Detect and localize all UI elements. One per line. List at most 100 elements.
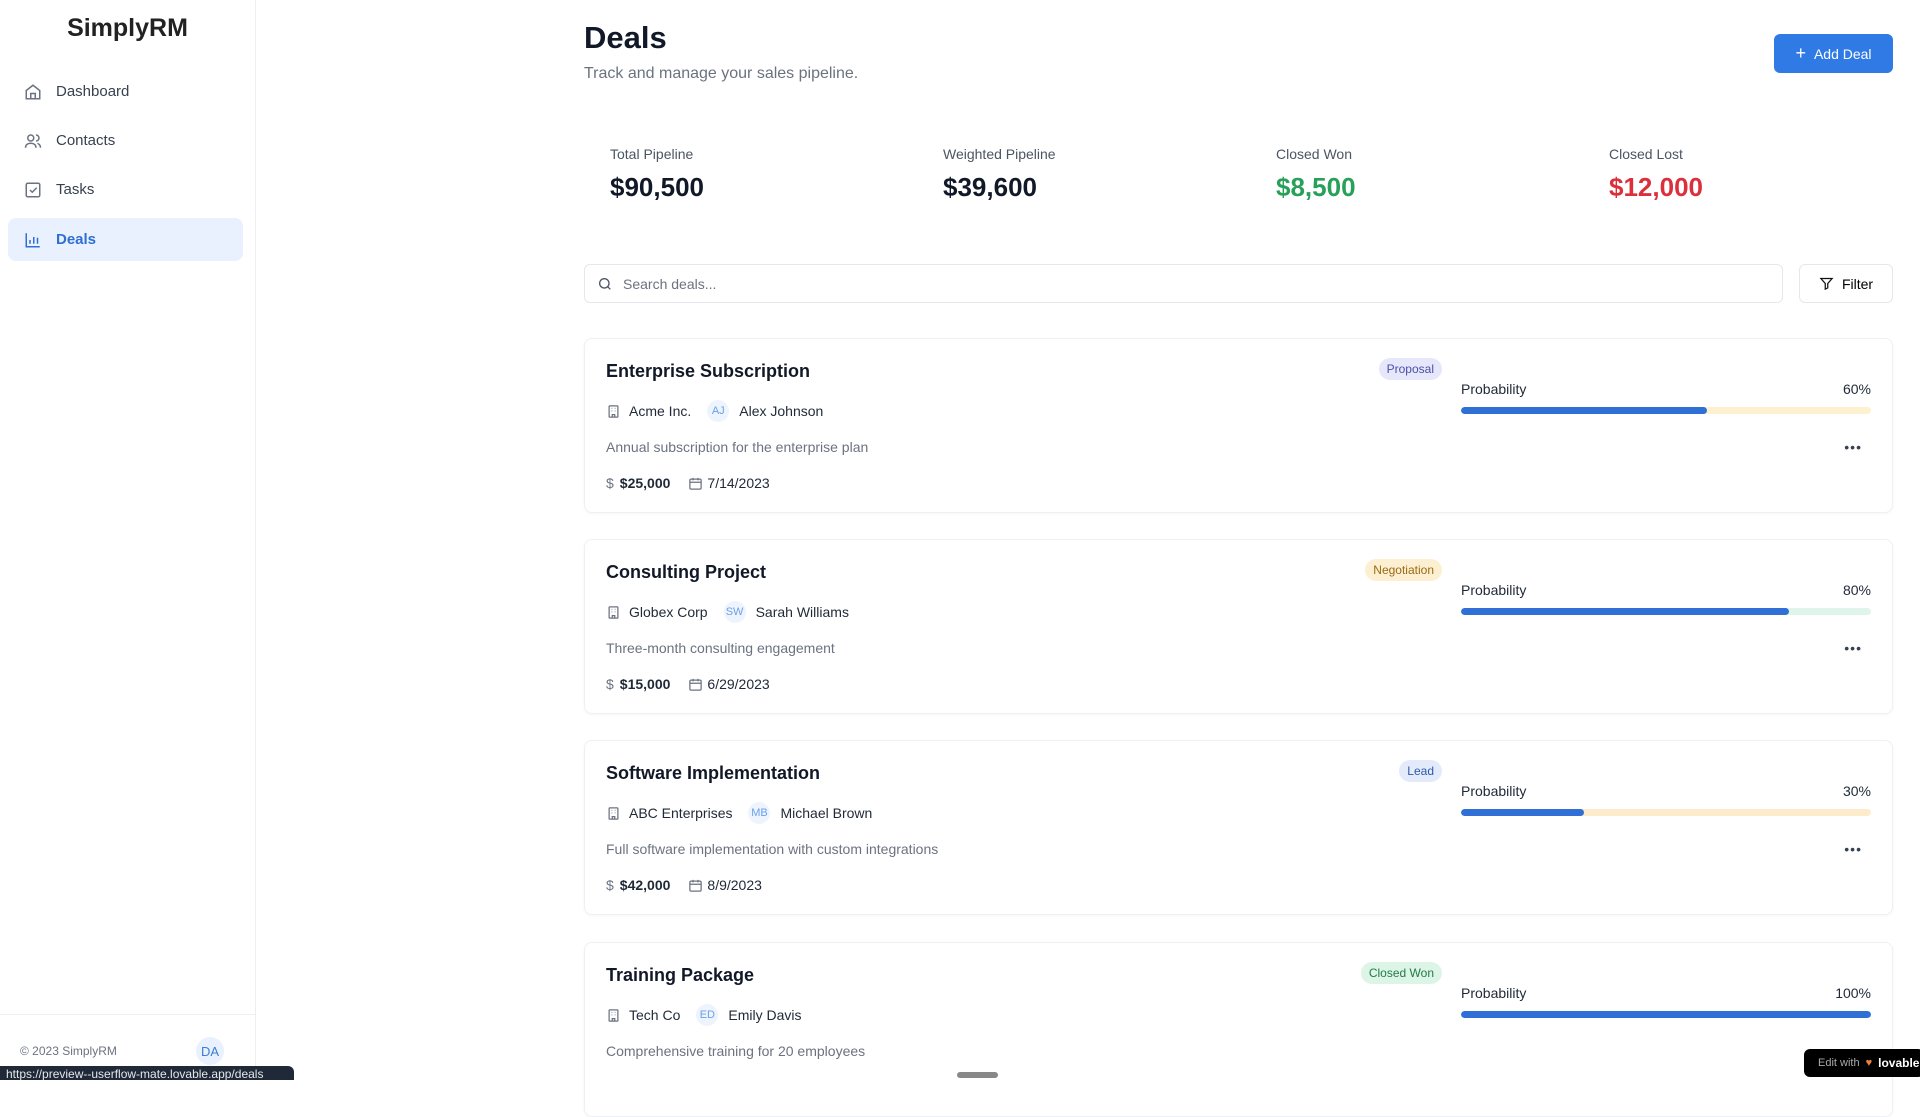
deal-date: 8/9/2023	[707, 877, 762, 893]
probability-label: Probability	[1461, 582, 1527, 598]
probability-section: Probability 80%	[1461, 582, 1871, 615]
probability-section: Probability 60%	[1461, 381, 1871, 414]
stat-card: Weighted Pipeline $39,600	[943, 146, 1056, 203]
stat-value: $12,000	[1609, 172, 1703, 202]
deal-card[interactable]: Consulting Project Negotiation Globex Co…	[584, 539, 1893, 714]
contact-avatar: SW	[723, 601, 746, 623]
sidebar-item-deals[interactable]: Deals	[8, 218, 243, 261]
add-deal-label: Add Deal	[1813, 45, 1872, 62]
app-logo: SimplyRM	[67, 14, 188, 42]
search-icon	[599, 277, 611, 290]
page-subtitle: Track and manage your sales pipeline.	[584, 65, 859, 82]
contact-avatar: ED	[696, 1004, 719, 1026]
company-name: Acme Inc.	[629, 403, 692, 419]
sidebar-item-tasks[interactable]: Tasks	[8, 168, 243, 211]
deal-amount: $25,000	[619, 475, 671, 491]
sidebar-item-dashboard[interactable]: Dashboard	[8, 70, 243, 113]
probability-value: 60%	[1842, 381, 1871, 397]
building-icon	[608, 605, 619, 619]
probability-label: Probability	[1461, 985, 1527, 1001]
stage-badge: Lead	[1399, 760, 1442, 782]
calendar-icon	[689, 879, 703, 892]
dollar-icon: $	[606, 676, 614, 692]
bar-chart-icon	[25, 232, 40, 247]
building-icon	[608, 404, 619, 418]
deal-date: 6/29/2023	[707, 676, 770, 692]
probability-fill	[1461, 1011, 1871, 1018]
calendar-icon	[689, 477, 703, 490]
stat-card: Closed Won $8,500	[1276, 146, 1356, 203]
scroll-handle[interactable]	[957, 1072, 998, 1078]
building-icon	[608, 806, 619, 820]
contact-name: Sarah Williams	[755, 604, 849, 620]
deal-title: Training Package	[606, 965, 755, 985]
edit-with-lovable-badge[interactable]: Edit with ♥ lovable	[1804, 1049, 1920, 1077]
deal-card[interactable]: Training Package Closed Won Tech Co ED Emi…	[584, 942, 1893, 1117]
stage-badge: Proposal	[1378, 358, 1442, 380]
page-title: Deals	[584, 20, 667, 55]
stat-label: Closed Won	[1276, 146, 1353, 162]
users-icon	[24, 133, 42, 148]
contact-avatar: MB	[748, 802, 771, 824]
probability-bar	[1461, 809, 1871, 816]
more-options-icon[interactable]: •••	[1844, 841, 1862, 857]
stat-value: $39,600	[943, 172, 1037, 202]
probability-value: 80%	[1842, 582, 1871, 598]
more-options-icon[interactable]: •••	[1844, 439, 1862, 455]
heart-icon: ♥	[1865, 1057, 1873, 1069]
probability-fill	[1461, 608, 1789, 615]
contact-avatar: AJ	[707, 400, 730, 422]
stat-card: Closed Lost $12,000	[1609, 146, 1703, 203]
deal-date: 7/14/2023	[707, 475, 770, 491]
deal-title: Software Implementation	[606, 763, 821, 783]
sidebar-item-label: Dashboard	[56, 83, 130, 100]
user-avatar[interactable]: DA	[196, 1037, 224, 1065]
add-deal-button[interactable]: + Add Deal	[1774, 34, 1893, 73]
deal-description: Annual subscription for the enterprise p…	[606, 439, 869, 455]
stat-label: Total Pipeline	[610, 146, 694, 162]
deal-card[interactable]: Enterprise Subscription Proposal Acme In…	[584, 338, 1893, 513]
contact-name: Michael Brown	[780, 805, 873, 821]
stage-badge: Closed Won	[1360, 962, 1442, 984]
contact-name: Emily Davis	[728, 1007, 802, 1023]
stat-value: $8,500	[1276, 172, 1356, 202]
probability-label: Probability	[1461, 783, 1527, 799]
probability-bar	[1461, 608, 1871, 615]
company-name: Tech Co	[629, 1007, 681, 1023]
stat-label: Weighted Pipeline	[943, 146, 1056, 162]
deal-card[interactable]: Software Implementation Lead ABC Enterpr…	[584, 740, 1893, 915]
sidebar-footer: © 2023 SimplyRM DA	[0, 1014, 256, 1080]
probability-value: 100%	[1835, 985, 1871, 1001]
deal-title: Enterprise Subscription	[606, 361, 811, 381]
probability-section: Probability 100%	[1461, 985, 1871, 1018]
probability-label: Probability	[1461, 381, 1527, 397]
probability-bar	[1461, 407, 1871, 414]
stat-label: Closed Lost	[1609, 146, 1683, 162]
badge-brand: lovable	[1878, 1056, 1920, 1070]
filter-icon	[1819, 277, 1834, 291]
probability-fill	[1461, 809, 1584, 816]
calendar-icon	[689, 678, 703, 691]
probability-bar	[1461, 1011, 1871, 1018]
building-icon	[608, 1008, 619, 1022]
deal-amount: $42,000	[619, 877, 671, 893]
sidebar: SimplyRM Dashboard Contacts Tasks Deals …	[0, 0, 256, 1080]
probability-fill	[1461, 407, 1707, 414]
dollar-icon: $	[606, 877, 614, 893]
copyright: © 2023 SimplyRM	[20, 1044, 117, 1058]
home-icon	[25, 83, 41, 99]
check-square-icon	[25, 182, 41, 197]
filter-label: Filter	[1841, 275, 1874, 292]
search-input[interactable]	[623, 275, 1690, 292]
filter-button[interactable]: Filter	[1799, 264, 1893, 303]
more-options-icon[interactable]: •••	[1844, 640, 1862, 656]
deal-title: Consulting Project	[606, 562, 767, 582]
deal-description: Comprehensive training for 20 employees	[606, 1043, 866, 1059]
deal-amount: $15,000	[619, 676, 671, 692]
contact-name: Alex Johnson	[739, 403, 824, 419]
company-name: Globex Corp	[629, 604, 708, 620]
search-bar[interactable]	[584, 264, 1783, 303]
probability-section: Probability 30%	[1461, 783, 1871, 816]
sidebar-item-contacts[interactable]: Contacts	[8, 119, 243, 162]
stat-value: $90,500	[610, 172, 704, 202]
